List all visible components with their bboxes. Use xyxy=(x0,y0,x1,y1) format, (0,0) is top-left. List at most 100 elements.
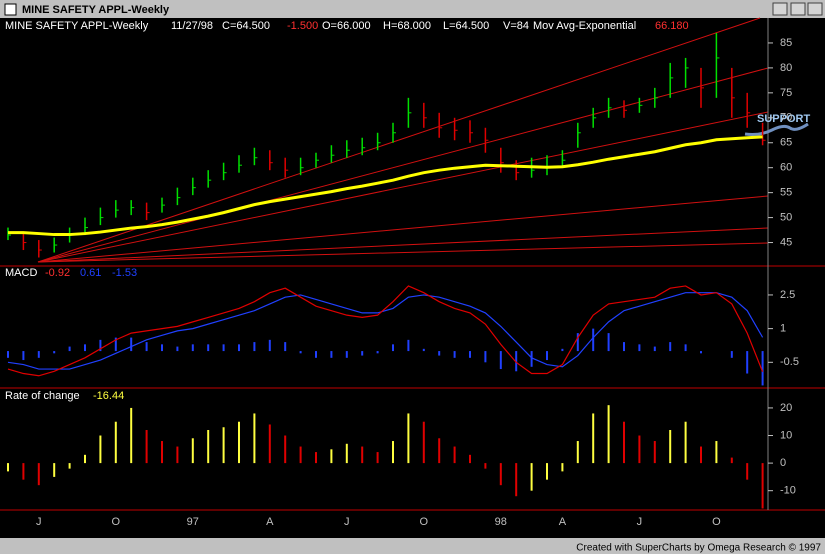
y-tick-label: 20 xyxy=(780,402,792,414)
roc-bar xyxy=(484,463,487,469)
histogram-bar xyxy=(438,351,441,356)
histogram-bar xyxy=(53,351,56,354)
histogram-bar xyxy=(238,344,240,352)
indicator: Mov Avg-Exponential xyxy=(533,20,636,32)
roc-bar xyxy=(592,413,595,464)
histogram-bar xyxy=(746,351,749,374)
roc-bar xyxy=(761,463,764,509)
histogram-bar xyxy=(561,348,564,352)
histogram-bar xyxy=(284,342,287,352)
close: C=64.500 xyxy=(222,20,270,32)
y-tick-label: 0 xyxy=(780,457,786,469)
y-tick-label: -0.5 xyxy=(780,356,799,368)
roc-bar xyxy=(700,446,702,464)
roc-bar xyxy=(638,435,641,464)
trend-lines xyxy=(37,17,769,263)
trend-line xyxy=(37,17,761,263)
roc-bar xyxy=(84,454,86,464)
x-tick-label: 98 xyxy=(495,516,507,528)
histogram-bar xyxy=(469,351,471,358)
y-tick-label: 50 xyxy=(780,212,792,224)
roc-bar xyxy=(268,424,271,464)
histogram-bar xyxy=(530,351,533,367)
trend-line xyxy=(37,227,769,263)
x-tick-label: J xyxy=(637,516,643,528)
panel-title: Rate of change xyxy=(5,390,80,402)
signal-line xyxy=(7,292,764,370)
y-tick-label: 65 xyxy=(780,137,792,149)
roc-bar xyxy=(315,452,317,464)
roc-bar xyxy=(191,438,194,464)
roc-bar xyxy=(669,430,672,464)
trend-line xyxy=(37,195,769,263)
roc-bar xyxy=(653,441,656,464)
roc-bar xyxy=(715,441,718,464)
app-icon xyxy=(4,3,17,16)
histogram-bar xyxy=(484,351,487,363)
histogram-bar xyxy=(299,351,302,354)
roc-bar xyxy=(407,413,410,464)
histogram-value: -1.53 xyxy=(112,267,137,279)
open: O=66.000 xyxy=(322,20,371,32)
symbol: MINE SAFETY APPL-Weekly xyxy=(5,20,149,32)
roc-bar xyxy=(253,413,256,464)
support-mark xyxy=(744,122,809,136)
y-tick-label: -10 xyxy=(780,485,796,497)
histogram-bar xyxy=(669,342,672,352)
histogram-bar xyxy=(191,344,194,352)
histogram-bar xyxy=(592,328,595,352)
roc-bar xyxy=(515,463,518,497)
roc-bar xyxy=(37,463,40,486)
x-tick-label: A xyxy=(266,516,274,528)
roc-bar xyxy=(361,446,364,464)
histogram-bar xyxy=(176,346,179,352)
x-tick-label: J xyxy=(344,516,350,528)
y-tick-label: 55 xyxy=(780,187,792,199)
histogram-bar xyxy=(84,344,86,352)
roc-bar xyxy=(561,463,564,472)
histogram-bar xyxy=(68,346,71,352)
roc-bar xyxy=(684,421,687,464)
histogram-bar xyxy=(623,342,625,352)
change: -1.500 xyxy=(287,20,318,32)
y-tick-label: 1 xyxy=(780,323,786,335)
histogram-bar xyxy=(268,339,271,352)
x-tick-label: J xyxy=(36,516,42,528)
x-tick-label: A xyxy=(559,516,567,528)
histogram-bar xyxy=(114,337,117,352)
close-button[interactable] xyxy=(807,2,823,16)
histogram-bar xyxy=(22,351,25,361)
plot-background xyxy=(0,18,825,538)
roc-bar xyxy=(238,421,240,464)
low: L=64.500 xyxy=(443,20,489,32)
histogram-bar xyxy=(546,351,548,361)
roc-bar xyxy=(392,441,394,464)
roc-bar xyxy=(114,421,117,464)
panel-title: MACD xyxy=(5,267,37,279)
y-tick-label: 60 xyxy=(780,162,792,174)
roc-bar xyxy=(345,443,348,464)
histogram-bar xyxy=(130,337,133,352)
minimize-button[interactable] xyxy=(772,2,788,16)
x-tick-label: O xyxy=(112,516,121,528)
histogram-bar xyxy=(330,351,333,358)
histogram-bar xyxy=(422,348,425,352)
y-tick-label: 85 xyxy=(780,37,792,49)
roc-bar xyxy=(438,438,441,464)
roc-value: -16.44 xyxy=(93,390,124,402)
x-tick-label: O xyxy=(420,516,429,528)
roc-bar xyxy=(376,452,379,464)
x-tick-label: O xyxy=(712,516,721,528)
x-tick-label: 97 xyxy=(187,516,199,528)
histogram-bar xyxy=(222,344,225,352)
histogram-bar xyxy=(576,333,579,352)
histogram-bar xyxy=(99,339,102,352)
volume: V=84 xyxy=(503,20,529,32)
histogram-bar xyxy=(607,333,610,352)
histogram-bar xyxy=(207,344,210,352)
maximize-button[interactable] xyxy=(790,2,806,16)
roc-bar xyxy=(99,435,102,464)
roc-bar xyxy=(746,463,749,480)
roc-bar xyxy=(7,463,9,472)
